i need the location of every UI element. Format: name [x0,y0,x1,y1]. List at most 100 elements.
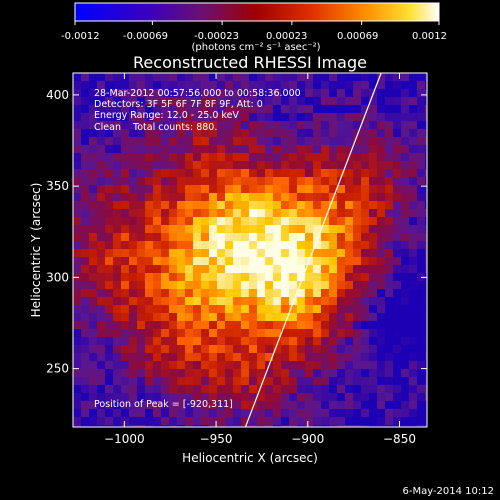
heatmap-cell [289,257,298,266]
heatmap-cell [193,385,202,394]
heatmap-cell [265,273,274,282]
heatmap-cell [105,409,114,418]
heatmap-cell [217,241,226,250]
heatmap-cell [177,209,186,218]
heatmap-cell [297,297,306,306]
heatmap-cell [97,161,106,170]
heatmap-cell [305,281,314,290]
heatmap-cell [305,329,314,338]
plot-frame [72,72,428,428]
heatmap-cell [401,201,410,210]
heatmap-cell [169,113,178,122]
heatmap-cell [193,209,202,218]
heatmap-cell [353,337,362,346]
heatmap-cell [169,225,178,234]
heatmap-cell [81,193,90,202]
heatmap-cell [345,361,354,370]
heatmap-cell [297,289,306,298]
heatmap-cell [129,185,138,194]
heatmap-cell [81,249,90,258]
heatmap-cell [265,209,274,218]
heatmap-cell [105,217,114,226]
heatmap-cell [137,353,146,362]
heatmap-cell [249,337,258,346]
heatmap-cell [369,105,378,114]
heatmap-cell [137,321,146,330]
heatmap-cell [129,321,138,330]
heatmap-cell [321,393,330,402]
heatmap-cell [209,401,218,410]
heatmap-cell [345,201,354,210]
heatmap-cell [81,257,90,266]
heatmap-cell [145,369,154,378]
heatmap-cell [129,145,138,154]
heatmap-cell [313,225,322,234]
heatmap-cell [161,177,170,186]
heatmap-cell [145,161,154,170]
heatmap-cell [129,353,138,362]
heatmap-cell [273,81,282,90]
heatmap-cell [129,369,138,378]
x-axis-label: Heliocentric X (arcsec) [182,451,318,465]
heatmap-cell [265,129,274,138]
heatmap-cell [201,81,210,90]
heatmap-cell [169,121,178,130]
heatmap-cell [305,313,314,322]
heatmap-cell [225,129,234,138]
heatmap-cell [161,393,170,402]
heatmap-cell [241,265,250,274]
heatmap-cell [121,73,130,82]
heatmap-cell [417,417,426,426]
heatmap-cell [377,273,386,282]
heatmap-cell [281,233,290,242]
heatmap-cell [73,425,82,427]
heatmap-cell [137,313,146,322]
heatmap-cell [73,153,82,162]
heatmap-cell [329,409,338,418]
heatmap-cell [393,393,402,402]
heatmap-cell [121,161,130,170]
heatmap-cell [249,281,258,290]
heatmap-cell [409,129,418,138]
heatmap-cell [193,257,202,266]
heatmap-cell [121,345,130,354]
heatmap-cell [129,337,138,346]
heatmap-cell [345,89,354,98]
heatmap-cell [361,417,370,426]
heatmap-cell [329,81,338,90]
heatmap-cell [185,297,194,306]
heatmap-cell [297,193,306,202]
heatmap-cell [337,73,346,82]
heatmap-cell [153,233,162,242]
heatmap-cell [385,305,394,314]
heatmap-cell [113,201,122,210]
heatmap-cell [377,233,386,242]
heatmap-cell [385,129,394,138]
heatmap-cell [105,345,114,354]
heatmap-cell [289,417,298,426]
heatmap-cell [217,385,226,394]
heatmap-cell [329,105,338,114]
heatmap-cell [361,161,370,170]
heatmap-cell [385,209,394,218]
heatmap-cell [353,345,362,354]
heatmap-cell [385,121,394,130]
heatmap-cell [113,305,122,314]
heatmap-cell [249,81,258,90]
heatmap-cell [201,353,210,362]
heatmap-cell [209,153,218,162]
heatmap-cell [401,217,410,226]
heatmap-cell [81,81,90,90]
heatmap-cell [369,73,378,82]
heatmap-cell [185,145,194,154]
heatmap-cell [89,201,98,210]
heatmap-cell [129,329,138,338]
heatmap-cell [89,265,98,274]
heatmap-cell [257,409,266,418]
heatmap-cell [161,297,170,306]
heatmap-cell [217,329,226,338]
heatmap-cell [337,297,346,306]
heatmap-cell [209,193,218,202]
heatmap-cell [401,169,410,178]
heatmap-cell [129,113,138,122]
